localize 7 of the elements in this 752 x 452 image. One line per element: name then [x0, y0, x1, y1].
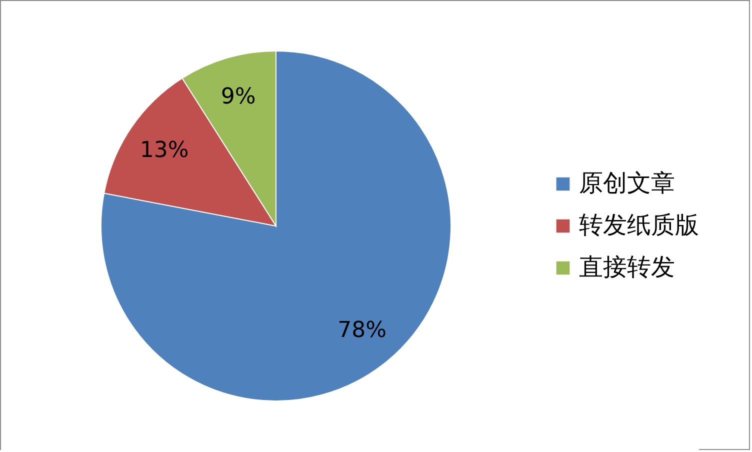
data-label: 9% [220, 84, 256, 110]
data-label: 78% [338, 318, 387, 344]
legend-label: 转发纸质版 [579, 211, 699, 239]
pie-slice [100, 50, 452, 402]
legend-label: 直接转发 [579, 253, 675, 281]
legend-label: 原创文章 [579, 169, 675, 197]
data-label: 13% [140, 138, 189, 164]
